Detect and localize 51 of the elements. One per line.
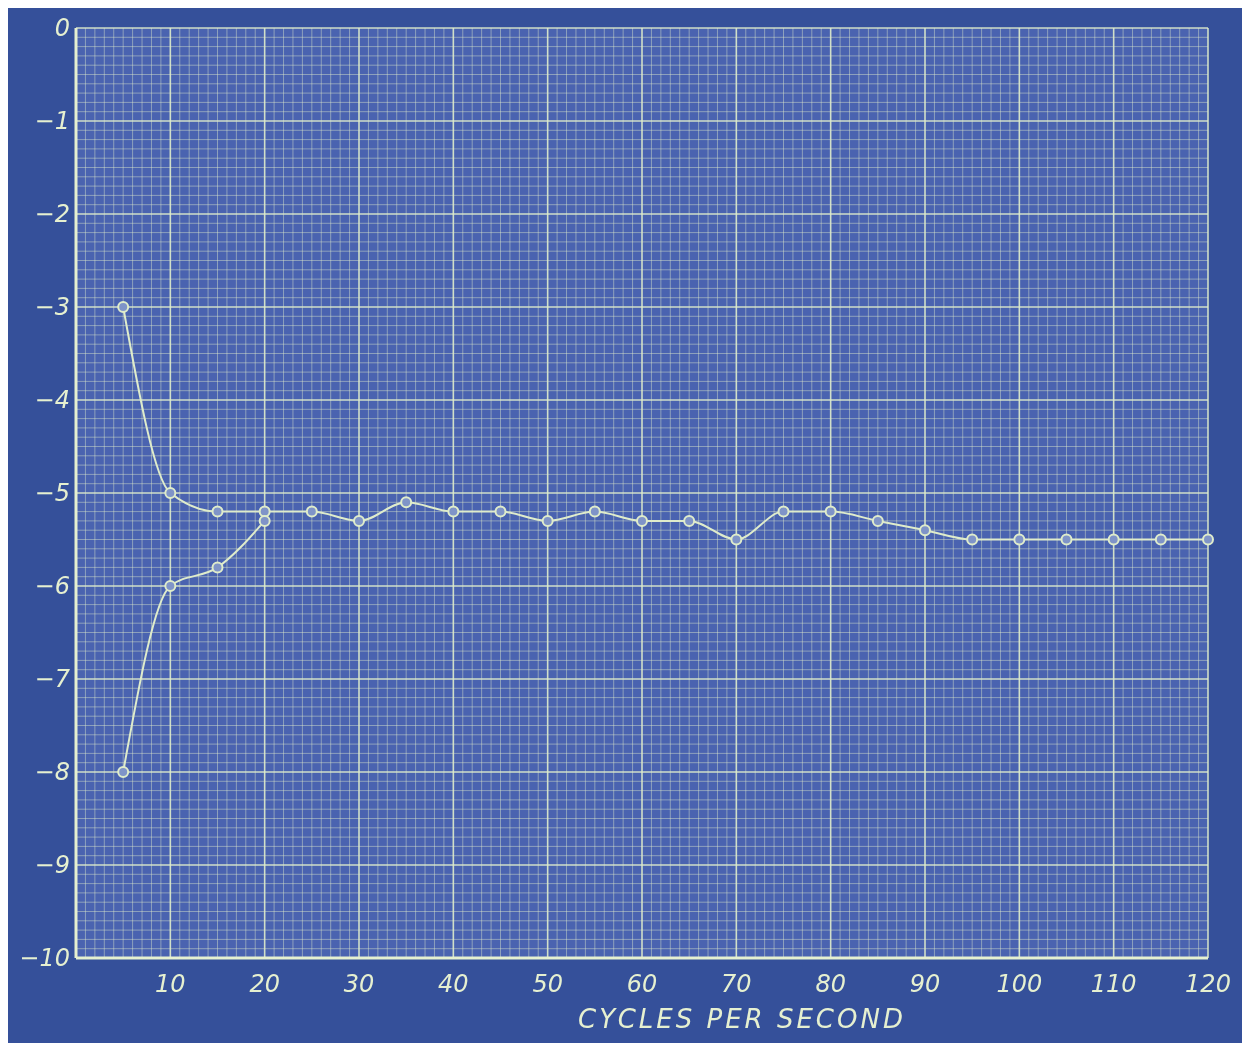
x-tick-label: 100 xyxy=(996,970,1043,998)
y-tick-label: −6 xyxy=(34,572,70,600)
x-tick-label: 20 xyxy=(249,970,280,998)
point xyxy=(447,505,460,518)
point xyxy=(211,561,224,574)
x-tick-label: 40 xyxy=(438,970,469,998)
point xyxy=(777,505,790,518)
y-tick-label: −9 xyxy=(34,851,70,879)
x-tick-label: 80 xyxy=(815,970,846,998)
x-tick-label: 90 xyxy=(909,970,941,998)
point xyxy=(1060,533,1073,546)
point xyxy=(919,524,931,537)
point xyxy=(1013,533,1026,546)
x-tick-label: 10 xyxy=(155,970,186,998)
y-tick-label: −2 xyxy=(34,200,70,228)
x-tick-label: 110 xyxy=(1090,970,1137,998)
y-tick-label: −8 xyxy=(34,758,70,786)
y-tick-label: −5 xyxy=(34,479,70,507)
point xyxy=(494,505,507,518)
point xyxy=(400,496,413,509)
point xyxy=(683,514,696,527)
point xyxy=(824,505,837,518)
y-tick-label: −7 xyxy=(34,665,71,693)
x-tick-label: 30 xyxy=(343,970,375,998)
y-tick-label: −1 xyxy=(34,107,70,135)
point xyxy=(966,533,979,546)
point xyxy=(258,514,271,527)
point xyxy=(636,514,648,527)
point xyxy=(730,533,743,546)
y-tick-label: −3 xyxy=(34,293,70,321)
y-tick-label: −4 xyxy=(34,386,70,414)
point xyxy=(1202,533,1214,546)
x-axis-title: CYCLES PER SECOND xyxy=(578,1004,906,1034)
point xyxy=(541,514,554,527)
point xyxy=(353,514,365,527)
y-tick-label: −10 xyxy=(19,944,70,972)
point xyxy=(117,301,130,313)
point xyxy=(211,505,224,518)
point xyxy=(588,505,601,518)
x-tick-label: 70 xyxy=(721,970,752,998)
x-tick-label: 50 xyxy=(532,970,563,998)
x-tick-label: 120 xyxy=(1185,970,1231,998)
x-tick-label: 60 xyxy=(626,970,658,998)
point xyxy=(117,766,130,778)
point xyxy=(164,580,177,592)
point xyxy=(1107,533,1120,546)
point xyxy=(164,487,177,499)
y-tick-label: 0 xyxy=(54,14,70,42)
point xyxy=(1154,533,1167,546)
point xyxy=(305,505,318,518)
point xyxy=(871,514,884,527)
